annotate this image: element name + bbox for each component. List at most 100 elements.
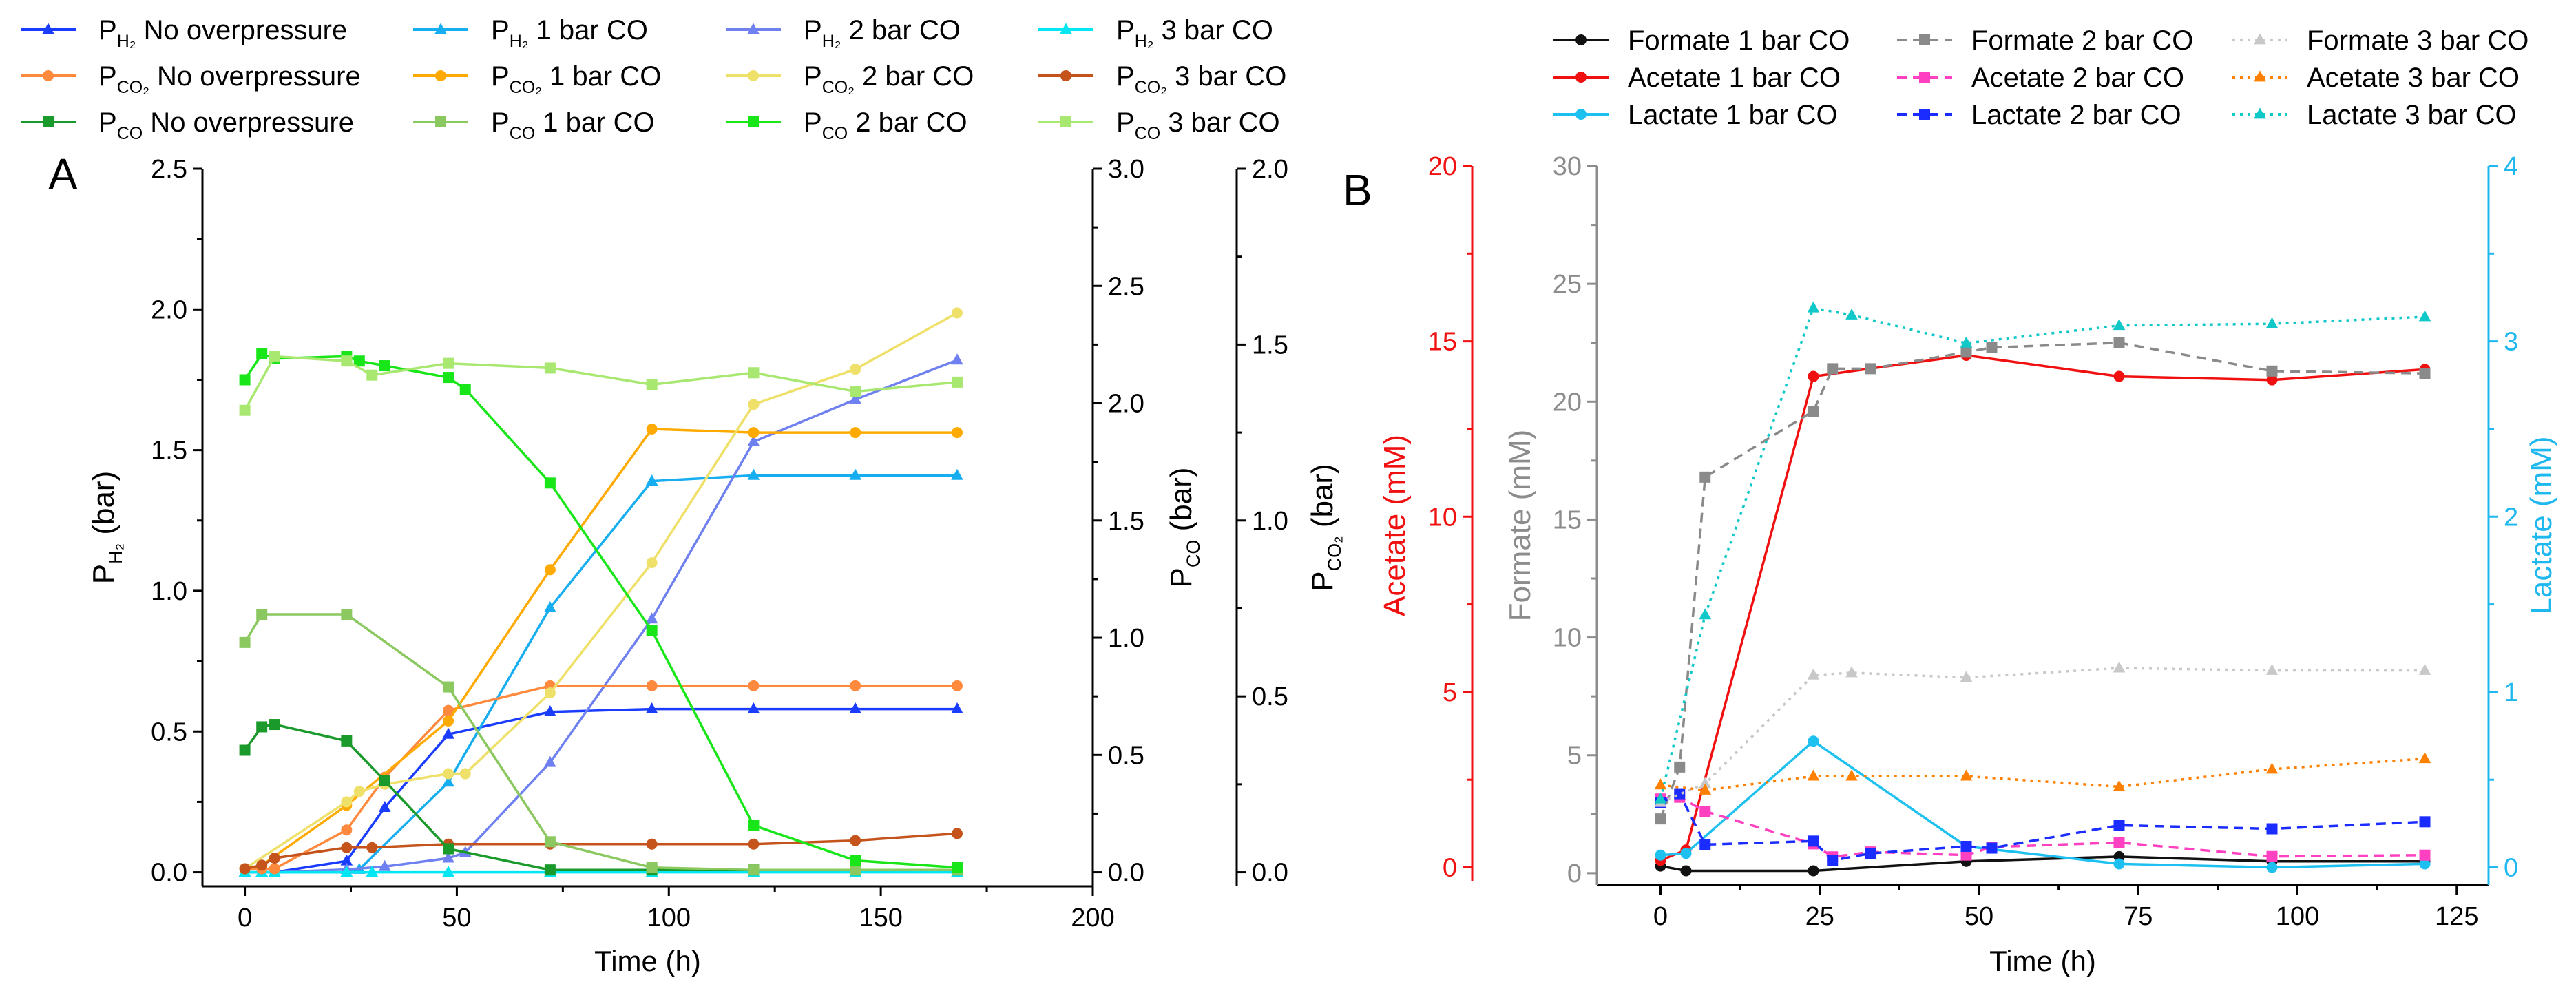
data-point xyxy=(1807,769,1820,781)
data-point xyxy=(2113,837,2125,848)
series-line xyxy=(244,474,957,874)
data-point xyxy=(544,362,556,374)
data-point xyxy=(850,864,861,876)
data-point xyxy=(341,824,353,836)
data-point xyxy=(1808,405,1819,417)
legend-marker xyxy=(435,116,446,127)
series-p-co-3-bar-co xyxy=(239,351,963,416)
data-point xyxy=(2419,849,2431,861)
y-tick-label: 2 xyxy=(2504,503,2518,532)
data-point xyxy=(748,864,760,876)
data-point xyxy=(544,601,556,612)
data-point xyxy=(646,862,658,873)
data-point xyxy=(443,681,454,693)
data-point xyxy=(748,820,760,831)
legend-label: PH₂ 1 bar CO xyxy=(491,15,648,51)
data-point xyxy=(443,715,454,727)
legend-item: Formate 1 bar CO xyxy=(1553,25,1850,56)
legend-label: PCO 3 bar CO xyxy=(1116,107,1280,143)
series-formate-2-bar-co xyxy=(1655,337,2431,825)
legend-item: PCO₂ 3 bar CO xyxy=(1038,61,1286,97)
data-point xyxy=(1655,849,1666,861)
data-point xyxy=(341,355,353,367)
data-point xyxy=(544,864,556,876)
data-point xyxy=(443,843,454,855)
data-point xyxy=(366,865,379,877)
data-point xyxy=(645,702,658,713)
data-point xyxy=(544,477,556,489)
legend-label: PCO₂ 3 bar CO xyxy=(1116,61,1286,97)
y-tick-label: 0.0 xyxy=(151,859,187,888)
data-point xyxy=(849,393,861,404)
data-point xyxy=(2266,850,2278,862)
legend: PH₂ No overpressure PH₂ 1 bar CO PH₂ 2 bar… xyxy=(21,15,1286,143)
legend-label: PCO₂ 1 bar CO xyxy=(491,61,661,97)
legend-marker xyxy=(435,70,446,81)
data-point xyxy=(1699,839,1711,850)
data-point xyxy=(951,376,963,388)
y-tick-label: 5 xyxy=(1443,678,1457,707)
legend-item: PCO₂ 1 bar CO xyxy=(413,61,661,97)
data-point xyxy=(646,557,658,569)
y-axis-co2: 0.0 0.5 1.0 1.5 2.0 PCO₂ (bar) xyxy=(1235,155,1345,888)
data-point xyxy=(442,775,454,787)
data-point xyxy=(646,625,658,636)
data-point xyxy=(239,636,251,648)
data-point xyxy=(2266,374,2278,386)
legend-item: PH₂ 3 bar CO xyxy=(1038,15,1273,51)
x-axis: 0 50 100 150 200 Time (h) xyxy=(202,885,1115,977)
data-point xyxy=(2113,780,2126,791)
x-tick-label: 0 xyxy=(1653,902,1668,931)
data-point xyxy=(1960,336,1973,348)
y-tick-label: 30 xyxy=(1553,152,1582,181)
data-point xyxy=(951,307,963,319)
data-point xyxy=(951,353,963,365)
series-line xyxy=(1660,795,2425,859)
y-tick-label: 10 xyxy=(1428,503,1457,532)
data-point xyxy=(646,680,658,691)
data-point xyxy=(951,427,963,439)
legend-marker xyxy=(1575,34,1587,45)
data-point xyxy=(341,608,353,620)
data-point xyxy=(1680,848,1692,859)
y-tick-label: 2.0 xyxy=(1108,390,1144,419)
legend-item: PH₂ 2 bar CO xyxy=(726,15,961,51)
legend-item: Lactate 1 bar CO xyxy=(1553,100,1838,130)
data-point xyxy=(1960,840,1972,852)
series-line xyxy=(1660,855,2425,873)
data-point xyxy=(748,680,760,691)
legend-marker xyxy=(43,116,54,127)
data-point xyxy=(459,384,471,395)
y-axis-h2: 0.0 0.5 1.0 1.5 2.0 2.5 PH₂ (bar) xyxy=(87,155,204,888)
legend-item: Lactate 2 bar CO xyxy=(1897,100,2181,130)
legend-label: Formate 1 bar CO xyxy=(1628,25,1850,56)
legend-label: PH₂ No overpressure xyxy=(98,15,347,51)
legend-item: Lactate 3 bar CO xyxy=(2232,100,2517,130)
legend-item: Formate 2 bar CO xyxy=(1897,25,2193,56)
data-point xyxy=(849,702,861,713)
series-lactate-1-bar-co xyxy=(1655,735,2431,873)
data-point xyxy=(353,786,365,797)
data-point xyxy=(1654,792,1667,804)
data-point xyxy=(2419,858,2431,870)
legend-item: PCO₂ No overpressure xyxy=(21,61,361,97)
data-point xyxy=(2265,762,2279,774)
legend-item: Acetate 3 bar CO xyxy=(2232,63,2520,93)
data-point xyxy=(646,379,658,390)
data-point xyxy=(748,399,760,410)
y-axis-lactate: 0 1 2 3 4 Lactate (mM) xyxy=(2487,152,2558,885)
data-point xyxy=(2265,663,2279,675)
y-tick-label: 2.0 xyxy=(1252,155,1288,184)
y-axis-acetate: 0 5 10 15 20 Acetate (mM) xyxy=(1378,152,1474,883)
data-point xyxy=(1808,370,1819,382)
data-point xyxy=(269,863,280,875)
series-p-h2-1-bar-co xyxy=(238,468,963,877)
series-line xyxy=(1659,354,2425,862)
data-point xyxy=(379,360,390,372)
y-tick-label: 1.5 xyxy=(1108,507,1144,536)
data-point xyxy=(340,865,353,877)
data-point xyxy=(2113,337,2125,348)
legend-marker xyxy=(1919,109,1930,120)
